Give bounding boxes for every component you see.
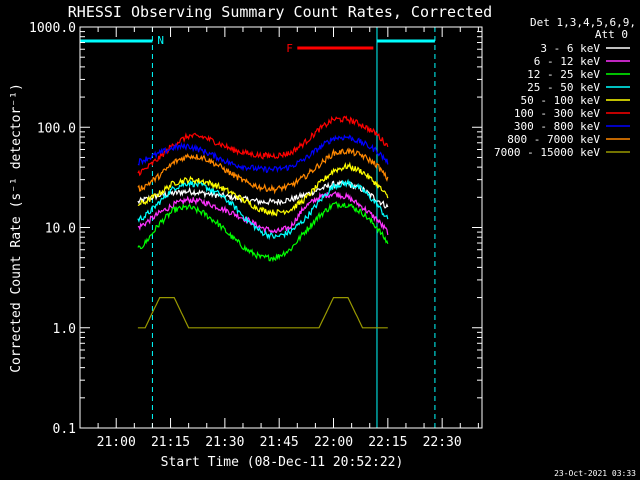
legend-label-8: 800 - 7000 keV [507, 133, 600, 146]
y-tick-label-1: 1.0 [53, 322, 76, 337]
y-tick-label-2: 10.0 [45, 222, 76, 237]
chart-title: RHESSI Observing Summary Count Rates, Co… [68, 3, 492, 21]
y-tick-label-0: 0.1 [53, 422, 76, 437]
legend-detectors: Det 1,3,4,5,6,9, [530, 16, 636, 29]
x-tick-label-1: 21:15 [151, 435, 190, 450]
x-tick-label-5: 22:15 [368, 435, 407, 450]
legend-label-4: 25 - 50 keV [527, 81, 600, 94]
y-tick-label-4: 1000.0 [29, 21, 76, 36]
series-line-5 [137, 161, 389, 217]
plot-frame: 0.1 1.0 10.0 100.0 1000.0 21:00 21:15 21:30 21:4… [29, 21, 483, 450]
legend-label-9: 7000 - 15000 keV [494, 146, 600, 159]
series-line-4 [137, 178, 389, 241]
legend-label-7: 300 - 800 keV [514, 120, 600, 133]
x-tick-label-0: 21:00 [97, 435, 136, 450]
y-tick-label-3: 100.0 [37, 121, 76, 136]
legend-label-1: 3 - 6 keV [540, 42, 600, 55]
x-tick-label-3: 21:45 [260, 435, 299, 450]
series-lines [137, 115, 389, 329]
x-tick-label-6: 22:30 [423, 435, 462, 450]
series-line-9 [137, 297, 388, 329]
legend-label-3: 12 - 25 keV [527, 68, 600, 81]
series-line-6 [137, 115, 389, 177]
series-line-3 [137, 201, 389, 263]
y-axis-label: Corrected Count Rate (s⁻¹ detector⁻¹) [9, 83, 24, 373]
legend-attenuator: Att 0 [595, 28, 628, 41]
flare-label: F [286, 42, 293, 55]
legend-label-5: 50 - 100 keV [521, 94, 601, 107]
legend-label-6: 100 - 300 keV [514, 107, 600, 120]
x-axis-label: Start Time (08-Dec-11 20:52:22) [161, 455, 404, 470]
x-tick-label-2: 21:30 [205, 435, 244, 450]
legend-label-2: 6 - 12 keV [534, 55, 601, 68]
timestamp: 23-Oct-2021 03:33 [554, 469, 636, 478]
x-tick-label-4: 22:00 [314, 435, 353, 450]
series-line-2 [137, 190, 389, 236]
night-label: N [157, 34, 164, 47]
series-line-7 [137, 134, 389, 174]
series-line-8 [137, 147, 389, 195]
